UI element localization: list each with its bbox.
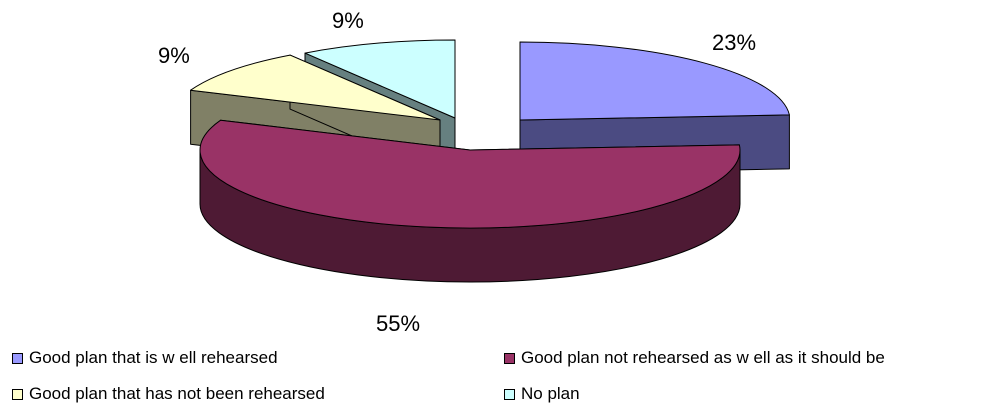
legend-swatch-no-plan [504,388,515,400]
pie-slice-good-plan-not-rehearsed-as-w-ell-as-it-should-be [199,119,741,283]
legend-label-good-plan-well-rehearsed: Good plan that is w ell rehearsed [29,348,278,367]
legend-label-no-plan: No plan [521,384,580,403]
legend-label-good-plan-not-rehearsed-enough: Good plan not rehearsed as w ell as it s… [521,348,885,367]
legend-item-good-plan-not-rehearsed: Good plan that has not been rehearsed [12,384,325,404]
legend: Good plan that is w ell rehearsed Good p… [12,340,987,410]
legend-label-good-plan-not-rehearsed: Good plan that has not been rehearsed [29,384,325,403]
pie-slice-top-good-plan-that-is-w-ell-rehearsed [519,41,790,121]
pie-slice-top-no-plan [304,39,456,119]
legend-item-no-plan: No plan [504,384,580,404]
legend-item-good-plan-not-rehearsed-enough: Good plan not rehearsed as w ell as it s… [504,348,885,368]
legend-item-good-plan-well-rehearsed: Good plan that is w ell rehearsed [12,348,278,368]
data-label-good-plan-not-rehearsed-enough: 55% [376,311,421,336]
data-label-good-plan-well-rehearsed: 23% [712,30,757,55]
data-label-good-plan-not-rehearsed: 9% [158,43,190,68]
legend-swatch-good-plan-well-rehearsed [12,352,23,364]
pie-slice-top-good-plan-that-has-not-been-rehearsed [190,54,441,121]
legend-swatch-good-plan-not-rehearsed [12,388,23,400]
data-label-no-plan: 9% [332,8,364,33]
pie-slice-top-good-plan-not-rehearsed-as-w-ell-as-it-should-be [199,119,741,229]
pie-chart [190,39,790,283]
legend-swatch-good-plan-not-rehearsed-enough [504,352,515,364]
